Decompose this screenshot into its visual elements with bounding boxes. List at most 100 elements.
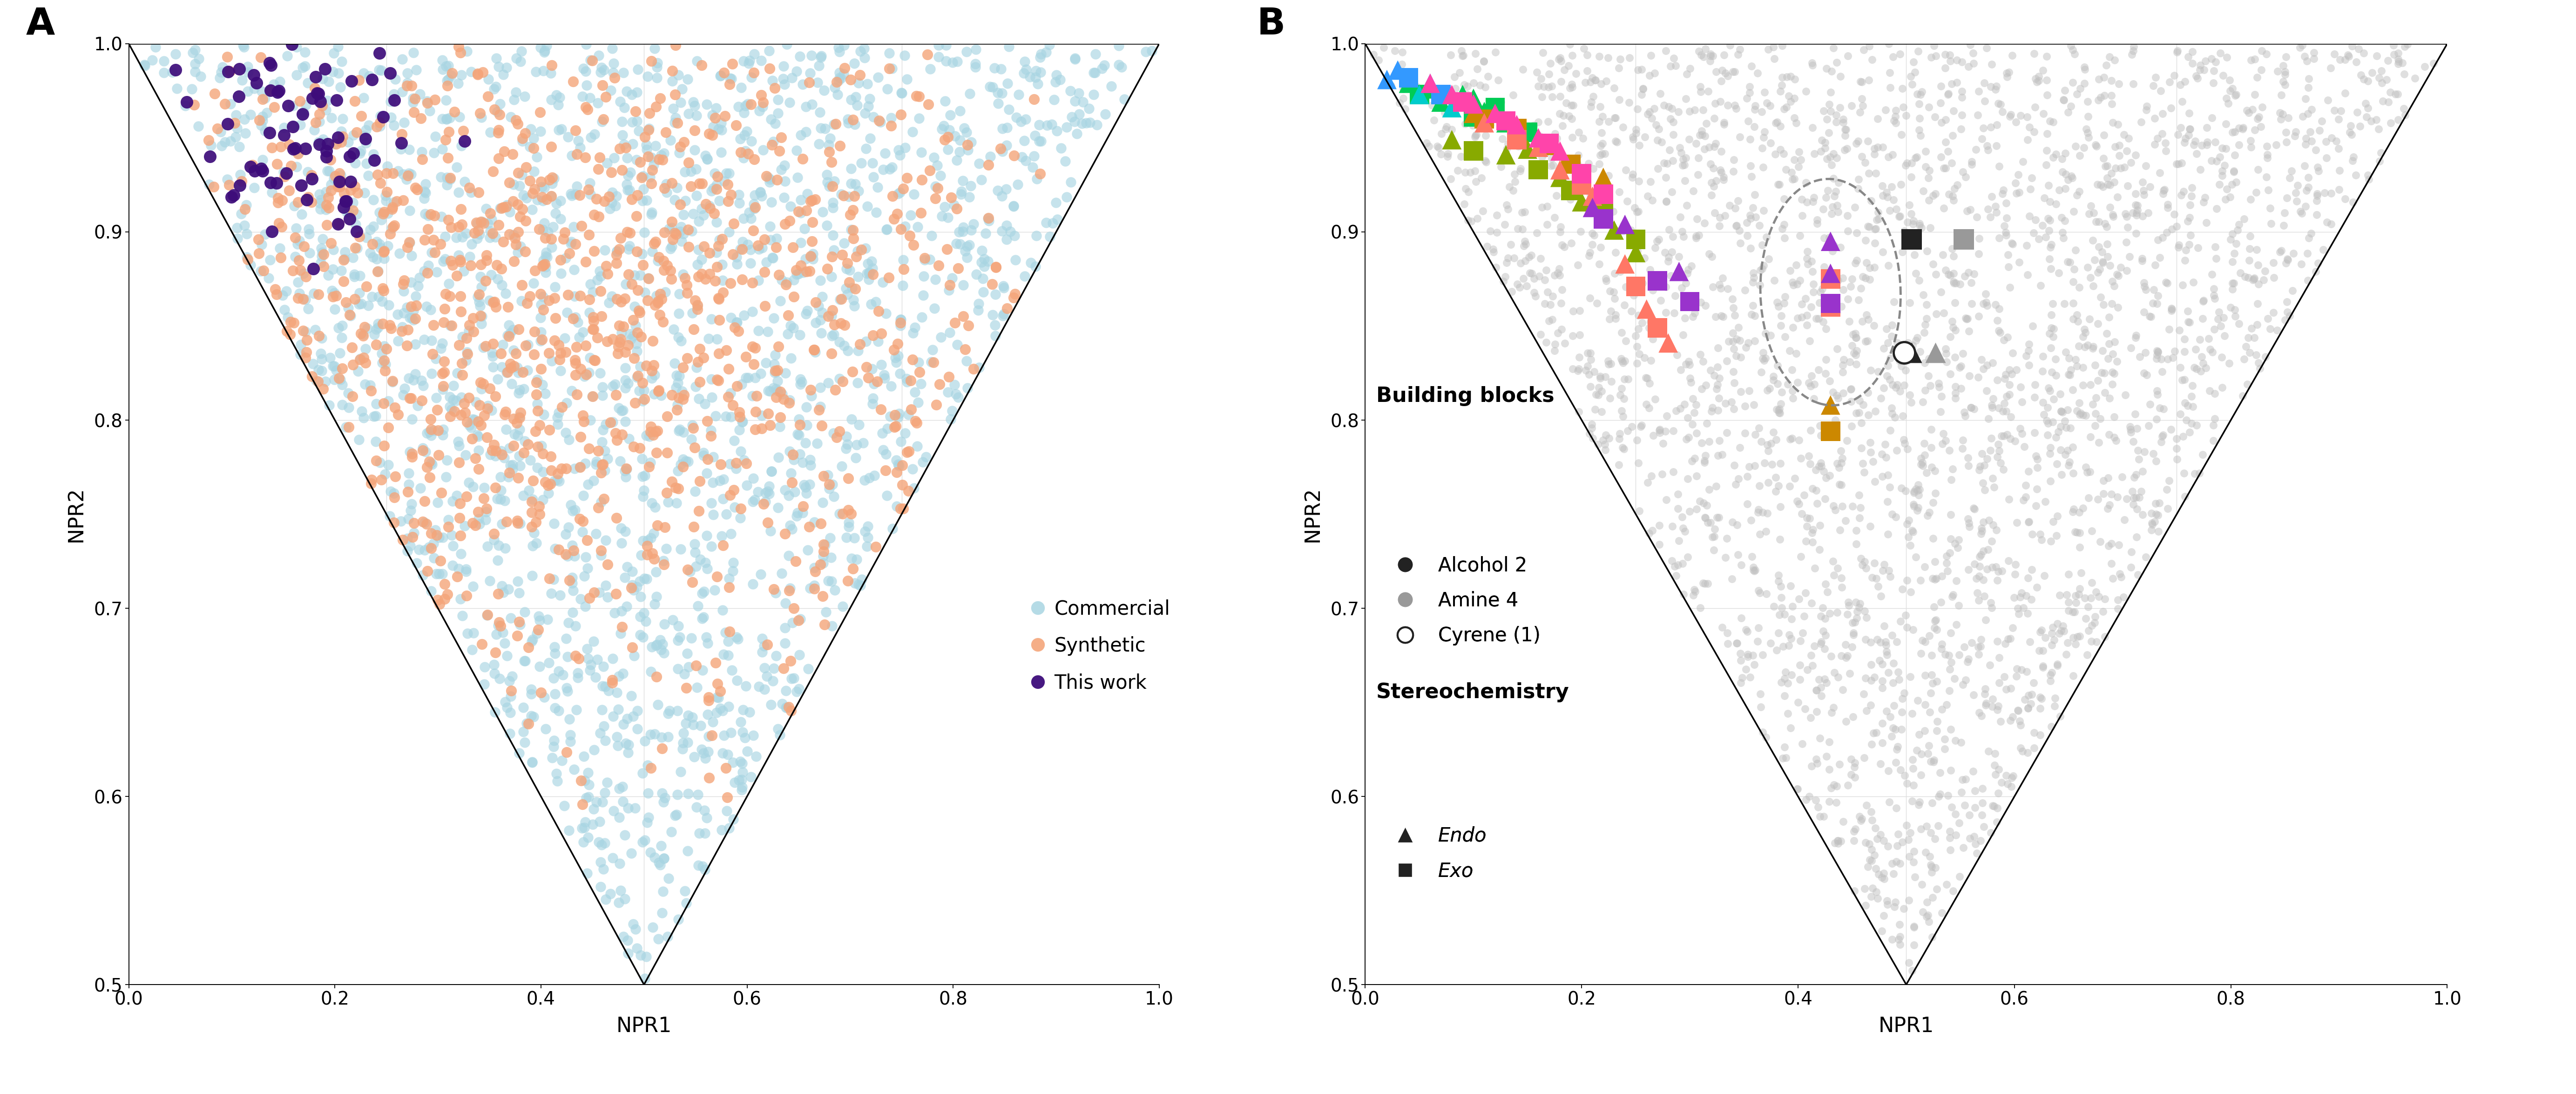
Point xyxy=(492,437,533,454)
Point xyxy=(528,291,569,309)
Point xyxy=(376,70,417,88)
Point xyxy=(451,430,492,447)
Point xyxy=(582,455,623,473)
Point xyxy=(263,118,304,136)
Point xyxy=(1780,151,1821,168)
Point xyxy=(193,85,234,103)
Point xyxy=(750,485,791,502)
Point xyxy=(641,636,683,653)
Point xyxy=(2002,424,2043,442)
Point xyxy=(350,288,392,305)
Point xyxy=(456,214,497,232)
Point xyxy=(510,201,551,219)
Point xyxy=(446,446,487,464)
Point xyxy=(641,837,683,854)
Point xyxy=(322,128,363,146)
Point xyxy=(2043,230,2084,247)
Point xyxy=(1388,74,1430,92)
Point xyxy=(469,222,510,240)
Point xyxy=(657,462,698,479)
Point xyxy=(853,168,894,186)
Point xyxy=(2058,337,2099,354)
Point xyxy=(621,946,662,964)
Point xyxy=(2048,594,2089,612)
Point xyxy=(701,702,742,720)
Point xyxy=(1059,105,1100,123)
Point xyxy=(2007,744,2048,761)
Point xyxy=(1649,248,1690,266)
Point xyxy=(1814,699,1855,717)
Point xyxy=(2269,170,2311,187)
Point xyxy=(1821,569,1862,586)
Point xyxy=(242,83,283,101)
Point xyxy=(680,200,721,218)
Point xyxy=(2125,366,2166,384)
Point xyxy=(2014,124,2056,141)
Point xyxy=(1713,363,1754,381)
Point xyxy=(1551,47,1592,65)
Point xyxy=(438,364,479,382)
Point xyxy=(2012,674,2053,691)
Point xyxy=(644,179,685,197)
Point xyxy=(2110,247,2151,265)
Point xyxy=(1561,165,1602,183)
Point xyxy=(1747,523,1788,540)
Point xyxy=(1765,606,1806,624)
Point xyxy=(440,253,482,270)
Point xyxy=(623,604,665,621)
Point xyxy=(580,282,621,300)
Point xyxy=(659,540,701,558)
Point xyxy=(850,253,891,270)
Point xyxy=(629,808,670,826)
Point xyxy=(2269,306,2311,324)
Point xyxy=(2058,524,2099,542)
Point xyxy=(307,135,348,152)
Point xyxy=(1736,65,1777,82)
Point xyxy=(1839,72,1880,90)
Point xyxy=(1852,50,1893,68)
Point xyxy=(1978,698,2020,715)
Point xyxy=(366,362,407,380)
Point xyxy=(1832,614,1873,631)
Point xyxy=(938,388,979,406)
Point xyxy=(824,36,866,54)
Point xyxy=(446,329,487,347)
Point xyxy=(580,464,621,481)
Point xyxy=(755,363,796,381)
Point xyxy=(386,74,428,92)
Point xyxy=(1757,357,1798,374)
Point xyxy=(528,654,569,672)
Point xyxy=(1883,767,1924,784)
Point xyxy=(2372,36,2414,54)
Point xyxy=(1888,294,1929,312)
Point xyxy=(899,353,940,371)
Point xyxy=(1618,61,1659,79)
Point xyxy=(2182,310,2223,327)
Point xyxy=(672,709,714,726)
Point xyxy=(2179,330,2221,348)
Point xyxy=(358,318,399,336)
Point xyxy=(263,126,304,143)
Point xyxy=(1917,817,1958,835)
Point xyxy=(613,647,654,664)
Point xyxy=(2372,46,2414,63)
Point xyxy=(773,238,814,256)
Point xyxy=(415,521,456,538)
Point xyxy=(662,359,703,376)
Point xyxy=(793,580,835,597)
Point xyxy=(1463,114,1504,131)
Point xyxy=(2172,43,2213,60)
Point xyxy=(2174,67,2215,84)
Point xyxy=(299,200,340,218)
Point xyxy=(657,911,698,929)
Point xyxy=(2110,423,2151,441)
Point xyxy=(1842,148,1883,165)
Point xyxy=(1654,126,1695,143)
Point xyxy=(711,525,752,543)
Point xyxy=(845,265,886,282)
Point xyxy=(2009,513,2050,531)
Point xyxy=(1824,127,1865,144)
Point xyxy=(1765,738,1806,756)
Point xyxy=(1891,705,1932,722)
Point xyxy=(969,148,1010,165)
